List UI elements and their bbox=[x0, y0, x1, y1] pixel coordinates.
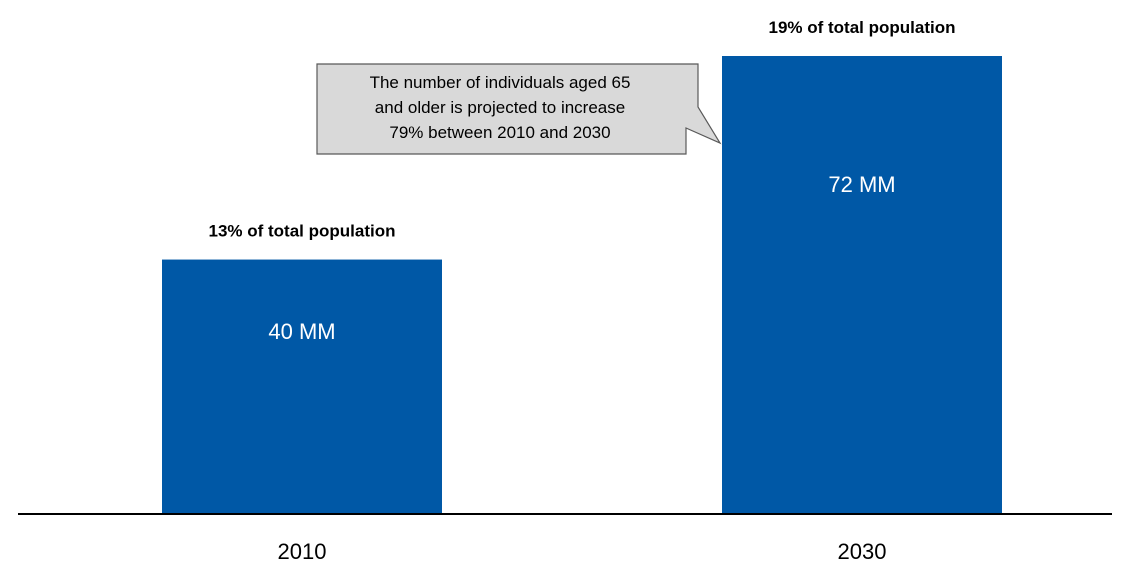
callout-line-2: and older is projected to increase bbox=[375, 98, 625, 117]
callout-bubble bbox=[316, 63, 722, 155]
bar-value-label-2010: 40 MM bbox=[268, 319, 335, 344]
bar-top-label-2010: 13% of total population bbox=[209, 222, 396, 241]
bar-top-label-2030: 19% of total population bbox=[769, 18, 956, 37]
x-tick-label-2010: 2010 bbox=[278, 539, 327, 562]
bars bbox=[162, 56, 1002, 514]
callout-line-1: The number of individuals aged 65 bbox=[370, 73, 631, 92]
chart-labels: 40 MM 13% of total population 2010 72 MM 19%… bbox=[209, 18, 956, 562]
bar-2010 bbox=[162, 259, 442, 514]
x-tick-label-2030: 2030 bbox=[838, 539, 887, 562]
bar-value-label-2030: 72 MM bbox=[828, 172, 895, 197]
annotation-callout: The number of individuals aged 65 and ol… bbox=[316, 63, 722, 155]
bar-2030 bbox=[722, 56, 1002, 514]
callout-line-3: 79% between 2010 and 2030 bbox=[389, 123, 610, 142]
